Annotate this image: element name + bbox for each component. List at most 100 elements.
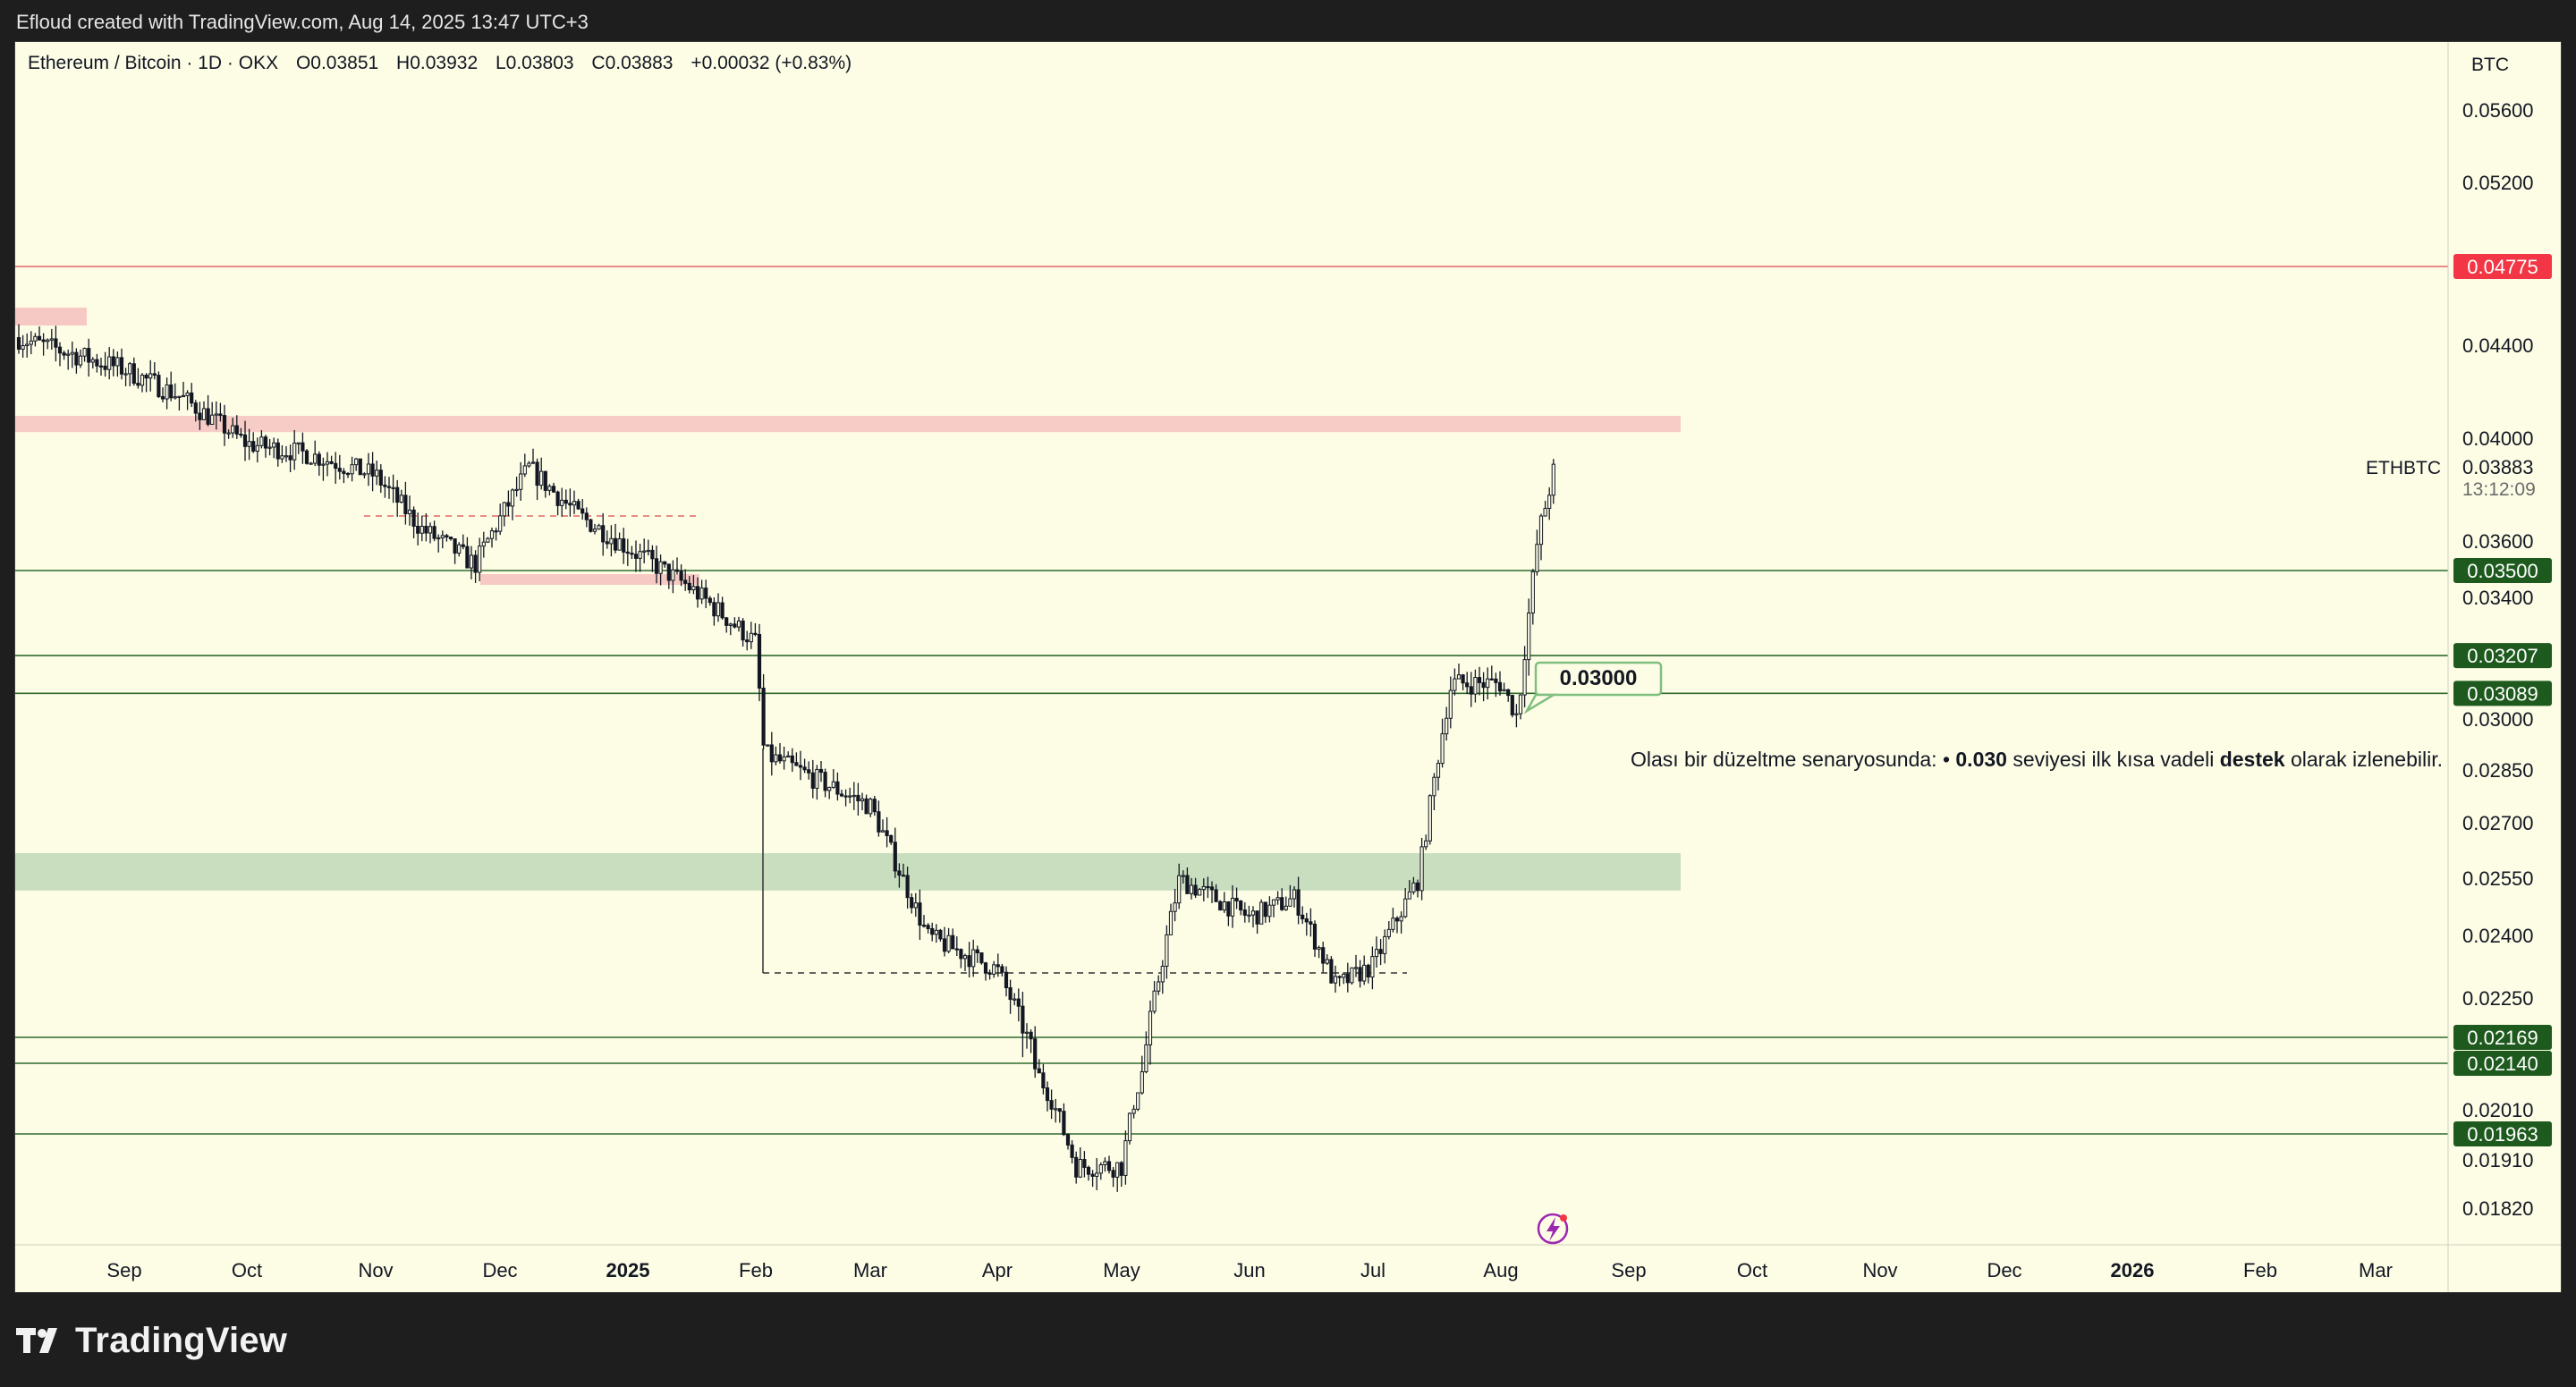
candle-body[interactable]: [987, 972, 992, 975]
candle-body[interactable]: [350, 464, 354, 475]
candle-body[interactable]: [313, 453, 318, 464]
candle-body[interactable]: [880, 830, 886, 833]
candle-body[interactable]: [1280, 897, 1284, 910]
candle-body[interactable]: [169, 384, 174, 399]
tradingview-logo[interactable]: TradingView: [16, 1320, 287, 1361]
candle-body[interactable]: [375, 469, 379, 477]
candle-body[interactable]: [103, 365, 107, 370]
candle-body[interactable]: [57, 346, 63, 354]
candle-body[interactable]: [1214, 889, 1218, 902]
candle-body[interactable]: [613, 537, 618, 551]
candle-body[interactable]: [251, 441, 256, 452]
candle-body[interactable]: [49, 338, 54, 341]
candle-body[interactable]: [481, 541, 486, 547]
candle-body[interactable]: [687, 582, 691, 591]
candle-body[interactable]: [572, 501, 577, 506]
candle-body[interactable]: [1144, 1044, 1148, 1072]
candle-body[interactable]: [609, 537, 614, 545]
candle-body[interactable]: [889, 834, 894, 843]
candle-body[interactable]: [1424, 840, 1428, 848]
candle-body[interactable]: [510, 489, 515, 507]
candle-body[interactable]: [259, 436, 264, 446]
price-scale-currency[interactable]: BTC: [2471, 55, 2509, 75]
candle-body[interactable]: [1312, 923, 1318, 950]
candle-body[interactable]: [848, 795, 852, 798]
candle-body[interactable]: [877, 811, 881, 833]
candle-body[interactable]: [831, 781, 835, 788]
candle-body[interactable]: [745, 639, 750, 643]
candle-body[interactable]: [1115, 1162, 1120, 1178]
candle-body[interactable]: [543, 470, 547, 491]
candle-body[interactable]: [704, 588, 708, 599]
candle-body[interactable]: [901, 875, 906, 877]
candle-body[interactable]: [1255, 910, 1259, 925]
candle-body[interactable]: [1160, 965, 1165, 983]
candle-body[interactable]: [231, 425, 235, 434]
candle-body[interactable]: [1527, 612, 1531, 661]
candle-body[interactable]: [267, 446, 272, 449]
candle-body[interactable]: [622, 538, 626, 553]
candle-body[interactable]: [1029, 1031, 1033, 1040]
candle-body[interactable]: [786, 755, 791, 758]
candle-body[interactable]: [708, 597, 712, 604]
candle-body[interactable]: [885, 830, 889, 836]
candle-body[interactable]: [938, 929, 943, 940]
candle-body[interactable]: [284, 455, 289, 458]
candle-body[interactable]: [309, 462, 313, 465]
candle-body[interactable]: [1247, 914, 1251, 917]
candle-body[interactable]: [1157, 981, 1161, 992]
candle-body[interactable]: [1325, 959, 1329, 964]
candle-body[interactable]: [494, 530, 498, 533]
candle-body[interactable]: [82, 348, 87, 357]
candle-body[interactable]: [1234, 897, 1239, 902]
candle-body[interactable]: [1082, 1159, 1087, 1168]
candle-body[interactable]: [1403, 898, 1408, 918]
candle-body[interactable]: [366, 463, 371, 475]
candle-body[interactable]: [1119, 1162, 1123, 1176]
candle-body[interactable]: [41, 339, 46, 343]
candle-body[interactable]: [87, 348, 91, 363]
candle-body[interactable]: [296, 442, 301, 444]
candle-body[interactable]: [1342, 973, 1346, 978]
candle-body[interactable]: [1098, 1164, 1103, 1174]
candle-body[interactable]: [683, 579, 688, 584]
candle-body[interactable]: [1453, 678, 1457, 691]
candle-body[interactable]: [1074, 1156, 1079, 1178]
candle-body[interactable]: [1045, 1087, 1050, 1102]
candle-body[interactable]: [810, 772, 815, 789]
candle-body[interactable]: [897, 870, 902, 876]
candle-body[interactable]: [1428, 795, 1432, 842]
candle-body[interactable]: [1259, 901, 1264, 925]
candle-body[interactable]: [1140, 1070, 1144, 1094]
candle-body[interactable]: [1301, 914, 1305, 920]
candle-body[interactable]: [560, 499, 564, 506]
candle-body[interactable]: [1054, 1108, 1058, 1111]
candle-body[interactable]: [473, 554, 478, 573]
candle-body[interactable]: [1535, 544, 1539, 572]
candle-body[interactable]: [774, 754, 778, 763]
candle-body[interactable]: [275, 442, 280, 460]
candle-body[interactable]: [403, 495, 408, 515]
candle-body[interactable]: [757, 634, 762, 689]
candle-body[interactable]: [843, 795, 848, 798]
candle-body[interactable]: [646, 549, 650, 553]
candle-body[interactable]: [445, 535, 449, 538]
candle-body[interactable]: [1383, 935, 1387, 954]
candle-body[interactable]: [288, 455, 292, 461]
candle-body[interactable]: [432, 526, 436, 539]
candle-body[interactable]: [1502, 689, 1506, 692]
candle-body[interactable]: [1440, 733, 1445, 765]
candle-body[interactable]: [551, 486, 556, 493]
candle-body[interactable]: [54, 338, 58, 348]
candle-body[interactable]: [527, 462, 531, 467]
candle-body[interactable]: [658, 561, 663, 574]
candle-body[interactable]: [407, 509, 412, 515]
candle-body[interactable]: [1386, 928, 1391, 937]
candle-body[interactable]: [1333, 976, 1338, 984]
candle-body[interactable]: [798, 765, 803, 768]
candle-body[interactable]: [148, 373, 153, 379]
candle-body[interactable]: [728, 623, 733, 626]
candle-body[interactable]: [1345, 973, 1350, 984]
candle-body[interactable]: [354, 458, 359, 466]
candle-body[interactable]: [1477, 677, 1482, 683]
